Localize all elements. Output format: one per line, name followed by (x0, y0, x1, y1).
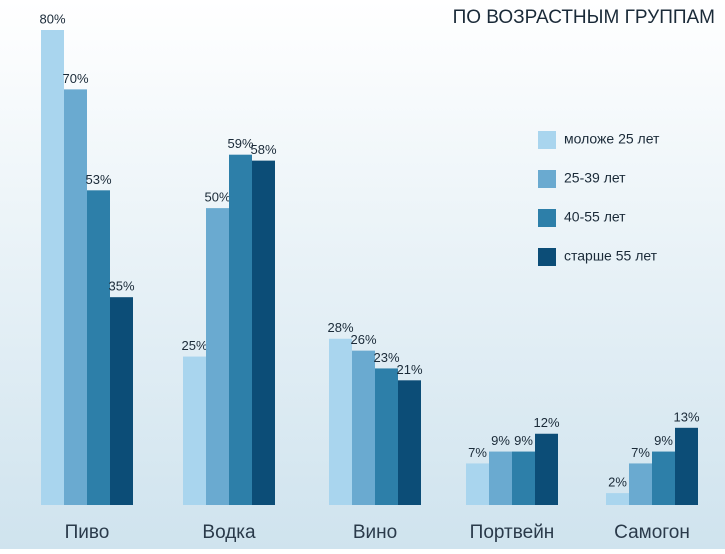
value-label: 9% (514, 433, 533, 448)
chart-title: ПО ВОЗРАСТНЫМ ГРУППАМ (453, 7, 715, 28)
value-label: 35% (108, 279, 134, 294)
legend-label: 25-39 лет (564, 170, 626, 186)
value-label: 59% (227, 136, 253, 151)
value-label: 12% (533, 415, 559, 430)
value-label: 25% (181, 338, 207, 353)
value-label: 9% (654, 433, 673, 448)
legend-label: старше 55 лет (564, 248, 658, 264)
bar (352, 350, 375, 505)
bar (512, 451, 535, 505)
x-tick-label: Пиво (65, 522, 110, 543)
value-label: 9% (491, 433, 510, 448)
bar (206, 208, 229, 505)
bar (41, 30, 64, 505)
value-label: 50% (204, 190, 230, 205)
bar (629, 463, 652, 505)
value-label: 70% (62, 71, 88, 86)
legend-label: 40-55 лет (564, 209, 626, 225)
value-label: 80% (39, 11, 65, 26)
bar (229, 154, 252, 505)
value-label: 58% (250, 142, 276, 157)
x-tick-label: Водка (202, 522, 256, 543)
value-label: 53% (85, 172, 111, 187)
bar (466, 463, 489, 505)
value-label: 26% (350, 332, 376, 347)
bar (110, 297, 133, 505)
value-label: 28% (327, 320, 353, 335)
bar (652, 451, 675, 505)
bar (87, 190, 110, 505)
bar (675, 427, 698, 505)
value-label: 7% (468, 445, 487, 460)
legend-swatch (538, 131, 556, 149)
legend-swatch (538, 248, 556, 266)
value-label: 7% (631, 445, 650, 460)
bar (606, 493, 629, 505)
bar (535, 433, 558, 505)
legend-label: моложе 25 лет (564, 131, 660, 147)
x-tick-label: Самогон (614, 522, 690, 543)
bar (329, 338, 352, 505)
bar (398, 380, 421, 505)
value-label: 13% (673, 409, 699, 424)
bar (64, 89, 87, 505)
bar (375, 368, 398, 505)
x-tick-label: Портвейн (470, 522, 555, 543)
value-label: 21% (396, 362, 422, 377)
value-label: 23% (373, 350, 399, 365)
x-tick-label: Вино (353, 522, 397, 543)
legend-swatch (538, 170, 556, 188)
bar (252, 160, 275, 505)
bar (183, 356, 206, 505)
legend-swatch (538, 209, 556, 227)
value-label: 2% (608, 475, 627, 490)
bar (489, 451, 512, 505)
